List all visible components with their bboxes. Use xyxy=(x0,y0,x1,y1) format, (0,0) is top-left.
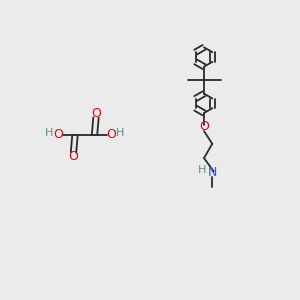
Text: H: H xyxy=(45,128,54,139)
Text: O: O xyxy=(106,128,116,142)
Text: H: H xyxy=(198,165,206,175)
Text: O: O xyxy=(54,128,63,142)
Text: O: O xyxy=(69,150,78,163)
Text: N: N xyxy=(208,166,217,179)
Text: O: O xyxy=(199,120,209,133)
Text: O: O xyxy=(91,107,101,120)
Text: H: H xyxy=(116,128,124,139)
